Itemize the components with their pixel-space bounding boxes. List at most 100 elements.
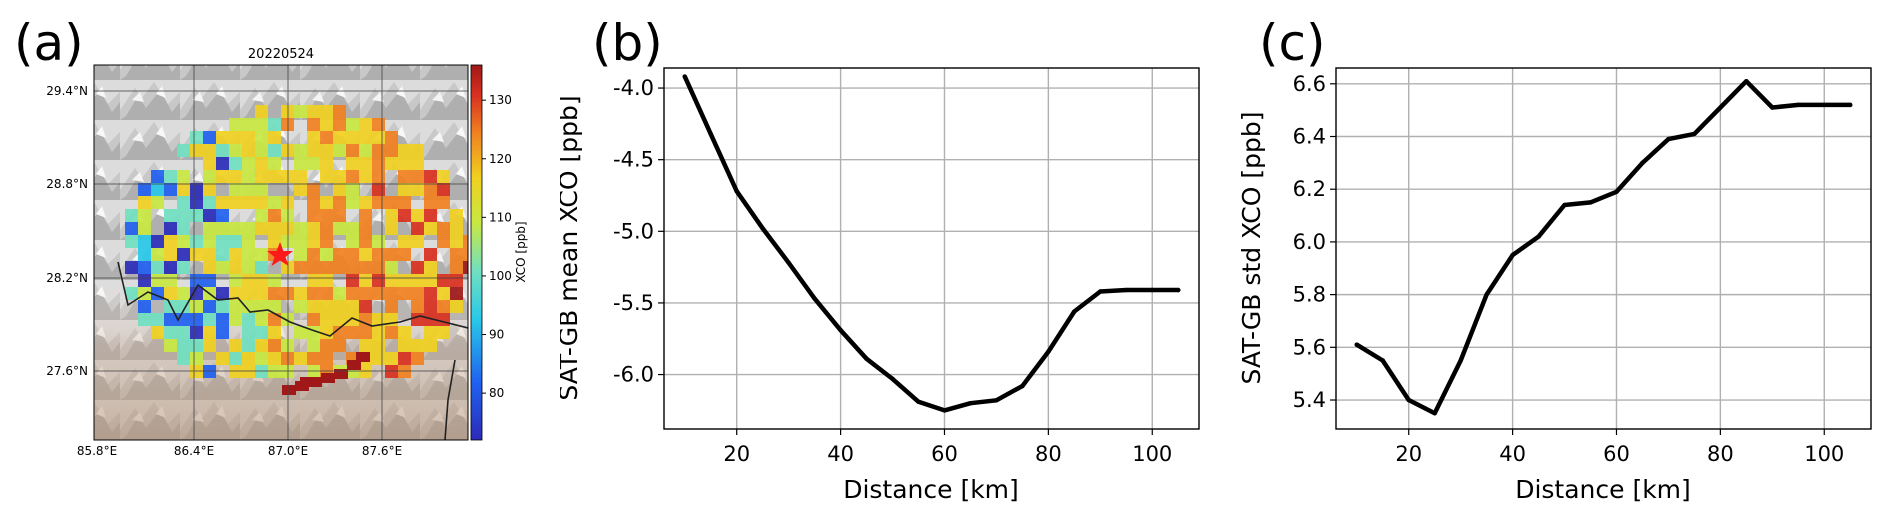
xco-pixel [372,183,385,196]
xco-pixel [255,339,268,352]
data-point [1848,102,1853,108]
xco-pixel [372,339,385,352]
xco-pixel [138,248,151,261]
xco-pixel [359,248,372,261]
xco-pixel [359,261,372,274]
xco-pixel [359,118,372,131]
data-point [1432,410,1437,416]
border-line-east [444,359,456,440]
xco-pixel [177,248,190,261]
xco-pixel [255,131,268,144]
data-point [968,401,973,406]
xco-pixel [255,196,268,209]
xco-pixel [242,131,255,144]
xco-pixel [177,222,190,235]
x-tick-label: 60 [1603,442,1630,466]
xco-pixel [268,170,281,183]
xco-pixel [320,118,333,131]
xco-pixel [242,222,255,235]
xco-pixel [203,313,216,326]
xco-pixel [372,248,385,261]
y-tick-label: 6.2 [1293,177,1326,201]
xco-pixel [164,183,177,196]
xco-pixel [333,144,346,157]
data-point [1510,252,1515,258]
xco-pixel [190,183,203,196]
xco-pixel [307,313,320,326]
xco-pixel [203,196,216,209]
xco-pixel [424,222,437,235]
xco-pixel [268,300,281,313]
x-axis-label: Distance [km] [1515,475,1691,504]
xco-pixel [138,196,151,209]
xco-pixel [346,118,359,131]
grid [664,68,1199,429]
xco-pixel [242,235,255,248]
xco-pixel [411,144,424,157]
data-point [1124,287,1129,293]
xco-pixel [398,209,411,222]
xco-pixel [255,157,268,170]
xco-pixel [385,144,398,157]
panel-label-b: (b) [592,14,663,72]
xco-pixel [216,235,229,248]
xco-pixel [242,352,255,365]
xco-pixel [164,248,177,261]
xco-pixel [333,105,346,118]
xco-pixel [437,326,450,339]
xco-pixel [385,274,398,287]
xco-pixel [216,352,229,365]
xco-pixel [255,222,268,235]
xco-pixel [398,287,411,300]
xco-pixel [203,248,216,261]
xco-pixel [411,222,424,235]
data-point [1354,342,1359,347]
xco-pixel [385,287,398,300]
xco-pixel [229,131,242,144]
xco-pixel [411,209,424,222]
xco-pixel [411,183,424,196]
xco-pixel [333,209,346,222]
xco-pixel [216,248,229,261]
xco-pixel [346,196,359,209]
xco-pixel [190,248,203,261]
xco-pixel [424,196,437,209]
xco-pixel [151,170,164,183]
xco-pixel [333,170,346,183]
xco-pixel [424,313,437,326]
xco-pixel [398,274,411,287]
xco-pixel [177,287,190,300]
panel-label-c: (c) [1259,14,1326,72]
y-ticks: 5.4 5.6 5.8 6.0 6.2 6.4 6.6 [1293,72,1336,412]
xco-pixel [255,352,268,365]
data-point [1072,309,1077,314]
xco-pixel [372,170,385,183]
xco-pixel [216,326,229,339]
xco-pixel [190,131,203,144]
site-star-marker [267,242,293,266]
xco-pixel [138,274,151,287]
xco-pixel [320,261,333,274]
xco-pixel [242,196,255,209]
x-tick-label: 20 [1395,442,1422,466]
xco-pixel [372,352,385,365]
xco-pixel [398,235,411,248]
xco-pixel [164,326,177,339]
xco-pixel [216,157,229,170]
xco-pixel [333,222,346,235]
xco-pixel [359,326,372,339]
xco-pixel [333,196,346,209]
xco-pixel [359,170,372,183]
lat-tick: 29.4°N [46,84,88,98]
xco-pixel [437,300,450,313]
xco-pixel [242,183,255,196]
xco-pixel [190,352,203,365]
xco-pixel [359,339,372,352]
xco-pixel [320,170,333,183]
colorbar-label: XCO [ppb] [514,221,528,282]
xco-pixel [372,326,385,339]
xco-pixel [359,300,372,313]
xco-pixel [229,300,242,313]
series-points [1354,78,1853,416]
data-point [1176,287,1181,293]
